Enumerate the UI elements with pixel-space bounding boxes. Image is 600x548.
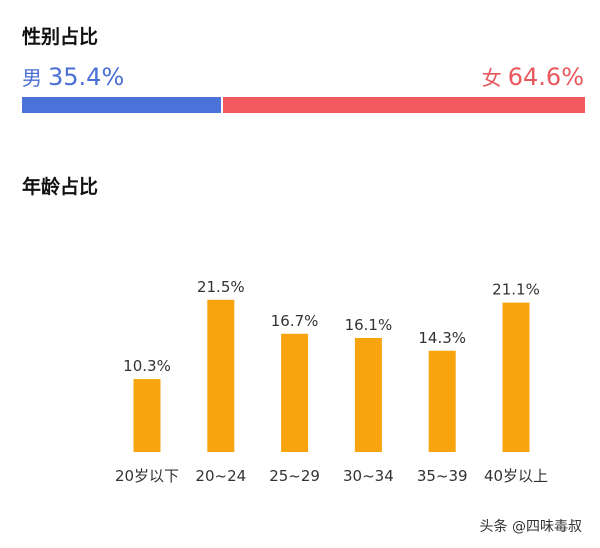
age-bar (207, 299, 235, 452)
female-value: 64.6% (507, 63, 584, 91)
age-category-label: 25~29 (269, 467, 320, 485)
age-section-title: 年龄占比 (22, 176, 99, 198)
age-bar-value-label: 10.3% (123, 357, 171, 375)
age-bar-value-label: 21.5% (197, 278, 245, 296)
age-bar-value-label: 16.7% (271, 312, 319, 330)
female-share-bar (223, 97, 585, 113)
male-name: 男 (22, 66, 42, 90)
female-name: 女 (481, 66, 502, 90)
watermark: 头条 @四味毒叔 (479, 519, 582, 535)
age-category-label: 40岁以上 (484, 467, 548, 485)
age-bar (502, 302, 530, 452)
age-bar-value-label: 16.1% (345, 316, 393, 334)
age-bar-value-label: 14.3% (418, 329, 466, 347)
age-bar (281, 333, 309, 452)
male-percentage-label: 男 35.4% (22, 62, 124, 93)
age-bar-value-label: 21.1% (492, 281, 540, 299)
age-bar (133, 379, 161, 452)
gender-section-title: 性别占比 (22, 26, 99, 48)
age-category-label: 20~24 (195, 467, 246, 485)
age-bar (354, 338, 382, 452)
female-percentage-label: 女 64.6% (482, 62, 584, 93)
male-share-bar (22, 97, 221, 113)
age-category-label: 35~39 (417, 467, 468, 485)
age-bar (428, 350, 456, 452)
age-category-label: 30~34 (343, 467, 394, 485)
age-category-label: 20岁以下 (115, 467, 179, 485)
male-value: 35.4% (48, 63, 125, 91)
